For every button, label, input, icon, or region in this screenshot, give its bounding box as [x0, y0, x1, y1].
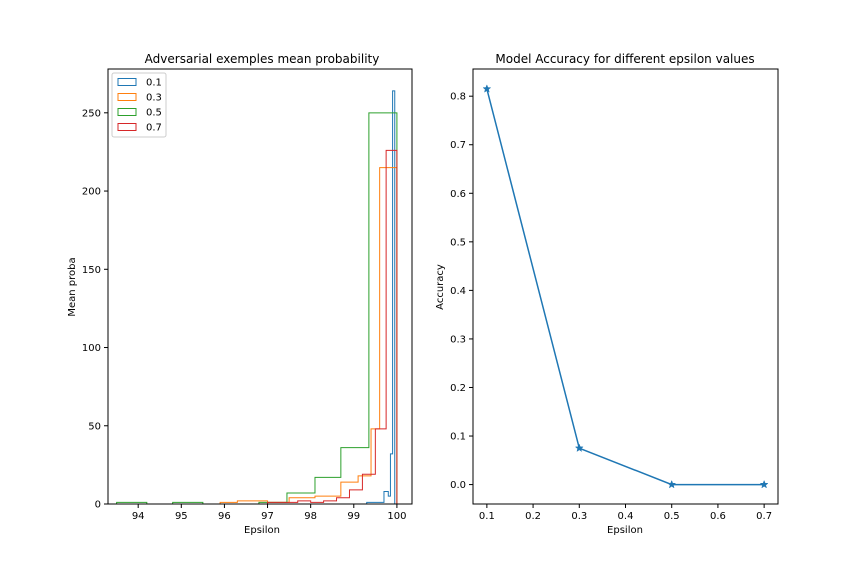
- histogram-axes-frame: [107, 68, 413, 505]
- accuracy-y-tick-label: 0.7: [450, 140, 466, 151]
- histogram-title: Adversarial exemples mean probability: [145, 52, 380, 66]
- accuracy-y-tick-label: 0.2: [450, 383, 466, 394]
- legend-swatch-0.3: [117, 93, 137, 101]
- histogram-x-tick-label: 97: [261, 511, 274, 522]
- accuracy-point-marker: [759, 479, 769, 489]
- accuracy-x-tick-label: 0.3: [571, 511, 587, 522]
- histogram-x-tick-label: 98: [304, 511, 317, 522]
- accuracy-panel: Model Accuracy for different epsilon val…: [435, 52, 779, 536]
- histogram-series-0.1: [366, 90, 397, 505]
- histogram-plot-area: 94 95 96 97 98 99 100 0 50 100 150 200 250: [82, 68, 413, 522]
- histogram-legend: 0.1 0.3 0.5 0.7: [111, 72, 167, 138]
- legend-swatch-0.5: [117, 108, 137, 116]
- accuracy-y-axis-label: Accuracy: [435, 264, 446, 310]
- histogram-y-tick-label: 150: [82, 265, 101, 276]
- accuracy-y-tick-label: 0.3: [450, 334, 466, 345]
- histogram-y-tick-label: 250: [82, 108, 101, 119]
- accuracy-point-marker: [667, 479, 677, 489]
- accuracy-line: [486, 88, 765, 486]
- accuracy-x-tick-label: 0.7: [756, 511, 772, 522]
- accuracy-x-tick-label: 0.4: [618, 511, 634, 522]
- histogram-x-tick-label: 96: [218, 511, 231, 522]
- accuracy-x-tick-label: 0.2: [525, 511, 541, 522]
- accuracy-x-tick-label: 0.5: [664, 511, 680, 522]
- accuracy-y-tick-label: 0.8: [450, 92, 466, 103]
- histogram-x-axis-label: Epsilon: [244, 525, 280, 536]
- accuracy-axes-frame: [472, 68, 779, 505]
- accuracy-y-tick-label: 0.6: [450, 189, 466, 200]
- histogram-y-tick-label: 200: [82, 187, 101, 198]
- histogram-y-tick-label: 100: [82, 343, 101, 354]
- accuracy-point-marker: [482, 84, 492, 93]
- legend-label-0.5: 0.5: [146, 108, 162, 119]
- accuracy-y-tick-label: 0.1: [450, 432, 466, 443]
- accuracy-x-tick-label: 0.1: [479, 511, 495, 522]
- histogram-series-0.7: [267, 149, 398, 504]
- histogram-x-tick-label: 94: [132, 511, 145, 522]
- accuracy-title: Model Accuracy for different epsilon val…: [495, 52, 754, 66]
- legend-label-0.1: 0.1: [146, 78, 162, 89]
- histogram-y-axis-label: Mean proba: [67, 257, 78, 316]
- histogram-y-tick-label: 0: [95, 500, 101, 511]
- accuracy-y-tick-label: 0.0: [450, 480, 466, 491]
- histogram-y-tick-label: 50: [88, 421, 101, 432]
- legend-swatch-0.7: [117, 123, 137, 131]
- accuracy-x-axis-label: Epsilon: [607, 525, 643, 536]
- accuracy-plot-area: 0.1 0.2 0.3 0.4 0.5 0.6 0.7 0.0 0.1 0.2 0.3 0.4 0.5 0…: [450, 68, 779, 522]
- legend-box: [111, 72, 167, 138]
- legend-swatch-0.1: [117, 78, 137, 86]
- legend-label-0.3: 0.3: [146, 93, 162, 104]
- accuracy-y-tick-label: 0.5: [450, 237, 466, 248]
- legend-label-0.7: 0.7: [146, 123, 162, 134]
- accuracy-point-marker: [574, 443, 584, 452]
- histogram-x-tick-label: 95: [175, 511, 188, 522]
- accuracy-y-tick-label: 0.4: [450, 286, 466, 297]
- histogram-x-tick-label: 99: [347, 511, 360, 522]
- histogram-panel: Adversarial exemples mean probability 94…: [67, 52, 413, 536]
- histogram-x-tick-label: 100: [387, 511, 406, 522]
- accuracy-x-tick-label: 0.6: [710, 511, 726, 522]
